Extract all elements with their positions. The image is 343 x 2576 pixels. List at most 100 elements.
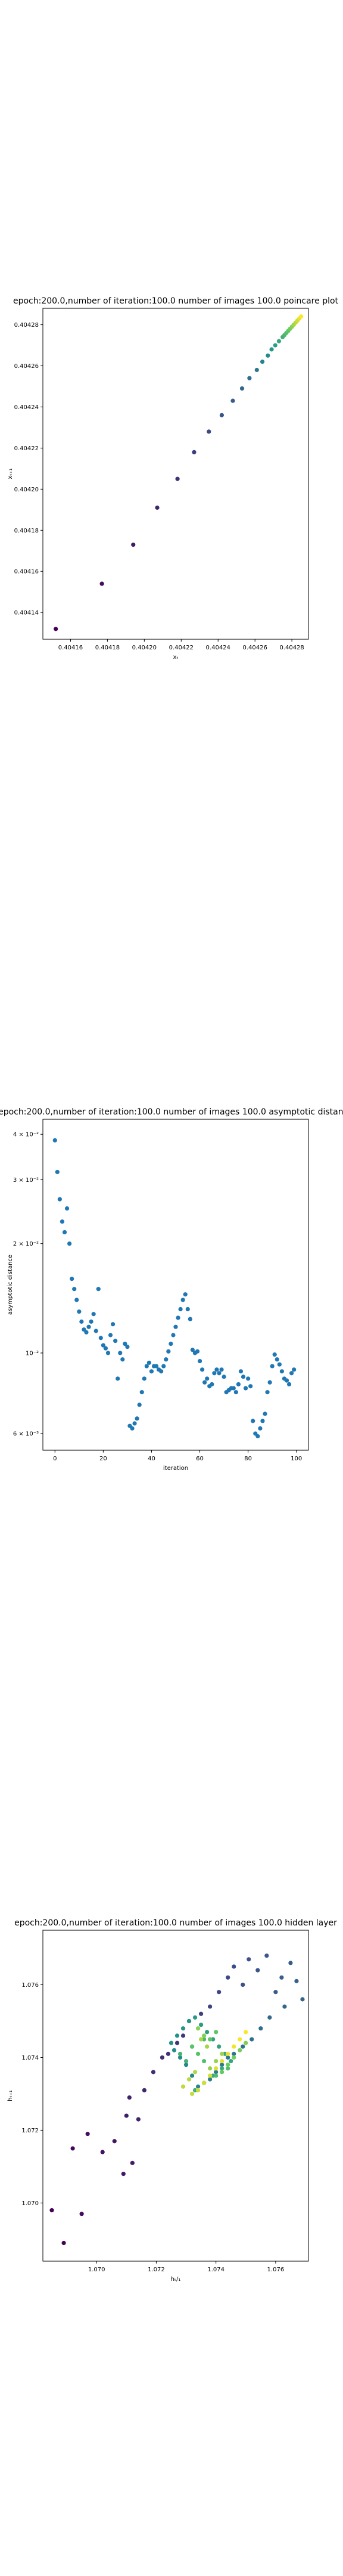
data-point	[74, 1298, 79, 1302]
data-point	[205, 2030, 210, 2035]
data-point	[67, 1241, 72, 1246]
y-tick-label: 1.072	[21, 2128, 39, 2134]
y-tick-label: 10⁻²	[26, 1350, 39, 1357]
x-tick-label: 80	[244, 1456, 252, 1462]
data-point	[220, 2063, 224, 2067]
data-point	[192, 2070, 198, 2075]
data-point	[243, 1386, 248, 1391]
data-point	[217, 1371, 222, 1376]
x-tick-label: 1.070	[88, 2267, 105, 2273]
data-point	[131, 542, 136, 547]
data-point	[226, 2063, 230, 2067]
data-point	[79, 2212, 84, 2216]
y-axis-label: asymptotic distance	[7, 1255, 14, 1315]
data-point	[144, 1364, 149, 1368]
data-point	[214, 2058, 219, 2064]
data-point	[241, 2044, 245, 2049]
data-point	[269, 347, 274, 352]
data-point	[222, 1374, 226, 1379]
data-point	[192, 2088, 198, 2092]
y-tick-label: 0.40424	[14, 404, 39, 411]
data-point	[214, 2070, 219, 2075]
data-point	[226, 2055, 230, 2060]
data-point	[139, 1390, 144, 1395]
data-point	[248, 1384, 253, 1389]
x-axis-label: iteration	[163, 1465, 188, 1472]
chart-title: epoch:200.0,number of iteration:100.0 nu…	[0, 1107, 343, 1117]
data-point	[155, 505, 160, 510]
data-point	[229, 2058, 233, 2064]
data-point	[275, 1357, 279, 1362]
x-tick-label: 100	[291, 1456, 302, 1462]
data-point	[202, 1380, 207, 1385]
data-point	[266, 353, 270, 358]
data-point	[164, 1357, 169, 1362]
data-point	[124, 2113, 129, 2118]
data-point	[284, 1378, 289, 1383]
data-point	[105, 1351, 111, 1355]
data-point	[186, 2018, 192, 2024]
data-point	[176, 1315, 180, 1320]
data-point	[244, 2041, 248, 2045]
data-point	[255, 1968, 260, 1973]
data-point	[130, 1426, 135, 1431]
data-point	[200, 1367, 205, 1372]
data-point	[103, 1346, 108, 1351]
data-point	[166, 2051, 171, 2056]
data-point	[264, 1953, 269, 1958]
data-point	[121, 2172, 126, 2176]
plot-frame	[42, 308, 309, 640]
data-point	[188, 1317, 192, 1321]
data-point	[197, 1358, 202, 1364]
data-point	[294, 1979, 299, 1983]
hidden-layer-plot: epoch:200.0,number of iteration:100.0 nu…	[7, 1918, 337, 2283]
data-point	[55, 1169, 60, 1175]
x-tick-label: 0.40422	[169, 645, 194, 651]
data-point	[267, 1380, 272, 1385]
x-tick-label: 0.40420	[132, 645, 157, 651]
data-point	[238, 2037, 242, 2042]
data-point	[61, 2240, 66, 2246]
data-point	[273, 343, 277, 348]
data-point	[214, 2030, 219, 2035]
data-point	[277, 1362, 282, 1367]
data-point	[219, 1367, 224, 1372]
data-point	[154, 1364, 159, 1368]
data-point	[232, 1964, 236, 1969]
data-point	[289, 1371, 294, 1376]
data-point	[214, 2073, 219, 2078]
x-tick-label: 0.40416	[58, 645, 83, 651]
data-point	[70, 1277, 74, 1281]
data-point	[195, 2026, 201, 2031]
data-point	[199, 2011, 204, 2016]
plot-frame	[42, 1119, 309, 1451]
data-point	[208, 2066, 213, 2071]
y-tick-label: 6 × 10⁻³	[13, 1431, 39, 1438]
y-tick-label: 1.070	[21, 2200, 39, 2207]
data-point	[79, 1319, 84, 1324]
data-point	[210, 1382, 214, 1387]
y-tick-label: 0.40414	[14, 610, 39, 617]
data-point	[113, 1339, 118, 1343]
data-point	[77, 1309, 82, 1314]
data-point	[260, 1419, 265, 1423]
chart-title: epoch:200.0,number of iteration:100.0 nu…	[13, 296, 339, 306]
data-point	[250, 2037, 254, 2042]
data-point	[202, 2033, 207, 2038]
data-point	[132, 1421, 137, 1426]
data-point	[192, 450, 197, 454]
data-point	[52, 1138, 57, 1143]
y-tick-label: 1.074	[21, 2055, 39, 2061]
data-point	[99, 581, 104, 586]
data-point	[226, 1975, 230, 1980]
data-point	[64, 1206, 70, 1211]
data-point	[174, 2041, 180, 2045]
data-point	[116, 1376, 120, 1381]
data-point	[241, 1982, 245, 1987]
data-point	[208, 2037, 213, 2042]
data-point	[161, 1364, 166, 1368]
data-point	[98, 1336, 103, 1340]
data-point	[279, 1975, 284, 1980]
data-point	[199, 2037, 204, 2042]
data-point	[254, 367, 259, 373]
